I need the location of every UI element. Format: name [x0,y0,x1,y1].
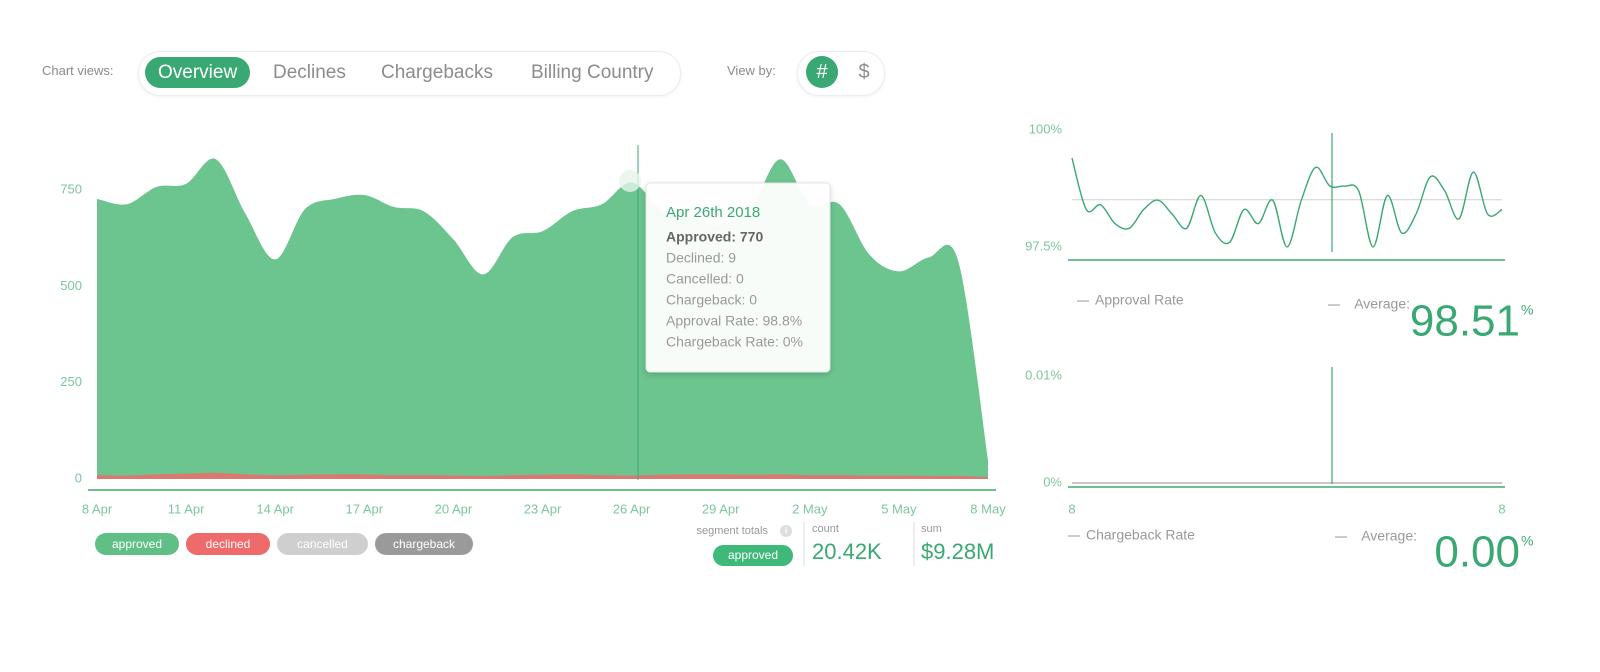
x-tick-label: 17 Apr [346,501,384,516]
count-label: count [812,523,839,535]
x-tick-label: 23 Apr [524,501,562,516]
x-tick-label: 8 May [970,501,1006,516]
legend-label: Chargeback Rate [1086,527,1195,543]
x-tick-label: 8 [1068,501,1075,516]
y-tick-label: 500 [60,278,82,293]
tooltip-line: Declined: 9 [666,250,736,266]
legend-label: approved [112,537,162,551]
tooltip-line: Chargeback Rate: 0% [666,334,803,350]
y-tick-label: 0 [75,470,82,485]
count-value: 20.42K [812,539,882,564]
average-label: Average: [1354,296,1410,312]
view-by-option[interactable]: # [806,56,838,88]
y-tick-label: 100% [1029,121,1063,136]
tab[interactable]: Overview [145,57,251,88]
view-by-option[interactable]: $ [858,61,870,83]
line-series [1071,157,1503,248]
average-label: Average: [1361,528,1417,544]
x-tick-label: 20 Apr [435,501,473,516]
x-tick-label: 26 Apr [613,501,651,516]
segment-pill-label: approved [728,548,778,562]
x-tick-label: 2 May [792,501,828,516]
legend-pill [375,533,473,555]
x-tick-label: 5 May [881,501,917,516]
x-tick-label: 8 [1498,501,1505,516]
x-tick-label: 29 Apr [702,501,740,516]
y-tick-label: 0.01% [1025,368,1062,383]
x-tick-label: 8 Apr [82,501,113,516]
legend-pill [186,533,270,555]
info-icon-glyph: i [785,525,788,535]
legend-pill [95,533,179,555]
chart-views-label: Chart views: [42,63,114,78]
sum-label: sum [921,523,942,535]
legend-label: Approval Rate [1095,292,1184,308]
info-icon[interactable] [780,525,792,537]
y-tick-label: 0% [1043,474,1062,489]
tab[interactable]: Billing Country [531,62,654,83]
tab[interactable]: Declines [273,62,346,83]
y-tick-label: 97.5% [1025,238,1062,253]
tooltip-line: Approval Rate: 98.8% [666,313,802,329]
sum-value: $9.28M [921,539,994,564]
area-series [97,472,988,479]
tab[interactable]: Chargebacks [381,62,493,83]
x-tick-label: 14 Apr [256,501,294,516]
tooltip-box [645,182,831,373]
average-unit: % [1521,533,1533,549]
tooltip-line: Chargeback: 0 [666,292,757,308]
y-tick-label: 750 [60,181,82,196]
segment-pill [713,545,793,566]
tooltip: Apr 26th 2018 Approved: 770 Declined: 9 … [645,182,831,373]
segment-totals-label: segment totals [696,525,768,537]
tooltip-line: Cancelled: 0 [666,271,744,287]
legend-label: chargeback [393,537,456,551]
average-value: 0.00 [1434,528,1520,577]
view-by-label: View by: [727,63,776,78]
average-value: 98.51 [1410,297,1520,346]
tooltip-title: Apr 26th 2018 [666,204,760,221]
legend-pill [277,533,368,555]
tooltip-line: Approved: 770 [666,229,763,245]
area-series [97,158,988,479]
x-tick-label: 11 Apr [168,501,205,516]
hover-dot [619,170,641,192]
legend-label: cancelled [297,537,348,551]
y-tick-label: 250 [60,374,82,389]
average-unit: % [1521,302,1533,318]
legend-label: declined [206,537,251,551]
